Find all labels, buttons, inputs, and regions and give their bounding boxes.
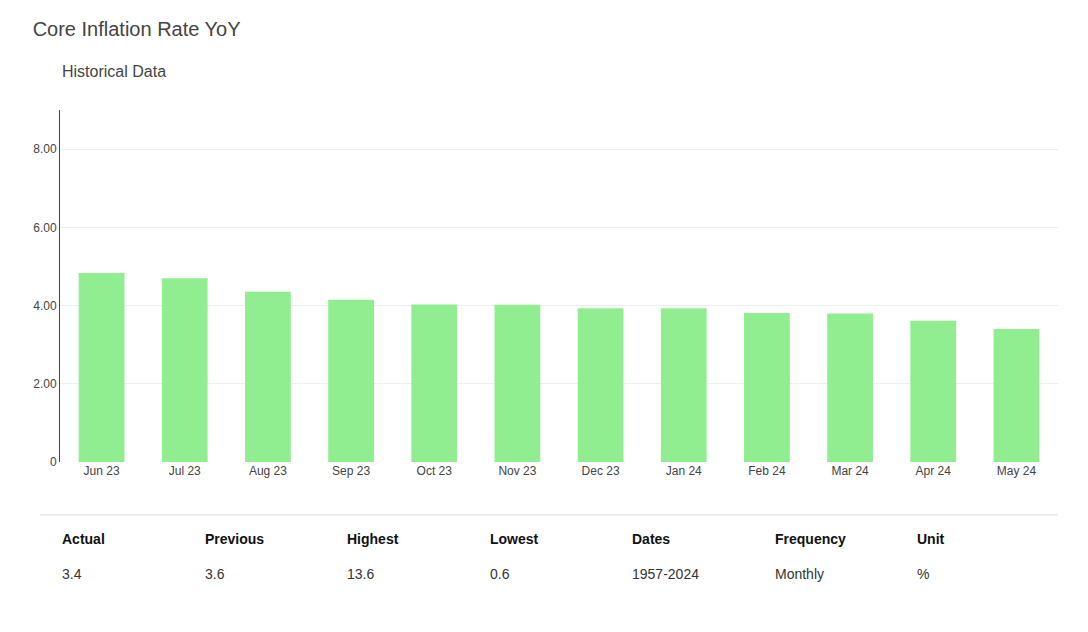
svg-text:13.6: 13.6 (347, 566, 374, 582)
svg-text:Oct 23: Oct 23 (417, 464, 453, 478)
svg-text:0.6: 0.6 (490, 566, 510, 582)
svg-text:May 24: May 24 (997, 464, 1037, 478)
svg-text:Dates: Dates (632, 531, 670, 547)
svg-text:2.00: 2.00 (33, 377, 57, 391)
svg-text:6.00: 6.00 (33, 221, 57, 235)
svg-text:Frequency: Frequency (775, 531, 846, 547)
svg-text:Actual: Actual (62, 531, 105, 547)
svg-text:Previous: Previous (205, 531, 264, 547)
svg-text:Jan 24: Jan 24 (666, 464, 702, 478)
svg-text:Monthly: Monthly (775, 566, 824, 582)
svg-text:4.00: 4.00 (33, 299, 57, 313)
svg-text:Historical Data: Historical Data (62, 63, 166, 80)
svg-text:8.00: 8.00 (33, 142, 57, 156)
svg-text:Lowest: Lowest (490, 531, 539, 547)
svg-text:Jul 23: Jul 23 (169, 464, 201, 478)
svg-text:Highest: Highest (347, 531, 399, 547)
svg-text:Jun 23: Jun 23 (84, 464, 120, 478)
svg-text:3.6: 3.6 (205, 566, 225, 582)
svg-text:1957-2024: 1957-2024 (632, 566, 699, 582)
svg-text:Sep 23: Sep 23 (332, 464, 370, 478)
svg-text:Core Inflation Rate YoY: Core Inflation Rate YoY (33, 18, 241, 40)
svg-text:Unit: Unit (917, 531, 945, 547)
svg-text:Dec 23: Dec 23 (582, 464, 620, 478)
svg-text:Aug 23: Aug 23 (249, 464, 287, 478)
svg-text:Apr 24: Apr 24 (916, 464, 952, 478)
svg-text:Nov 23: Nov 23 (498, 464, 536, 478)
svg-text:0: 0 (50, 455, 57, 469)
svg-text:%: % (917, 566, 929, 582)
svg-text:Mar 24: Mar 24 (831, 464, 869, 478)
svg-text:3.4: 3.4 (62, 566, 82, 582)
svg-text:Feb 24: Feb 24 (748, 464, 786, 478)
